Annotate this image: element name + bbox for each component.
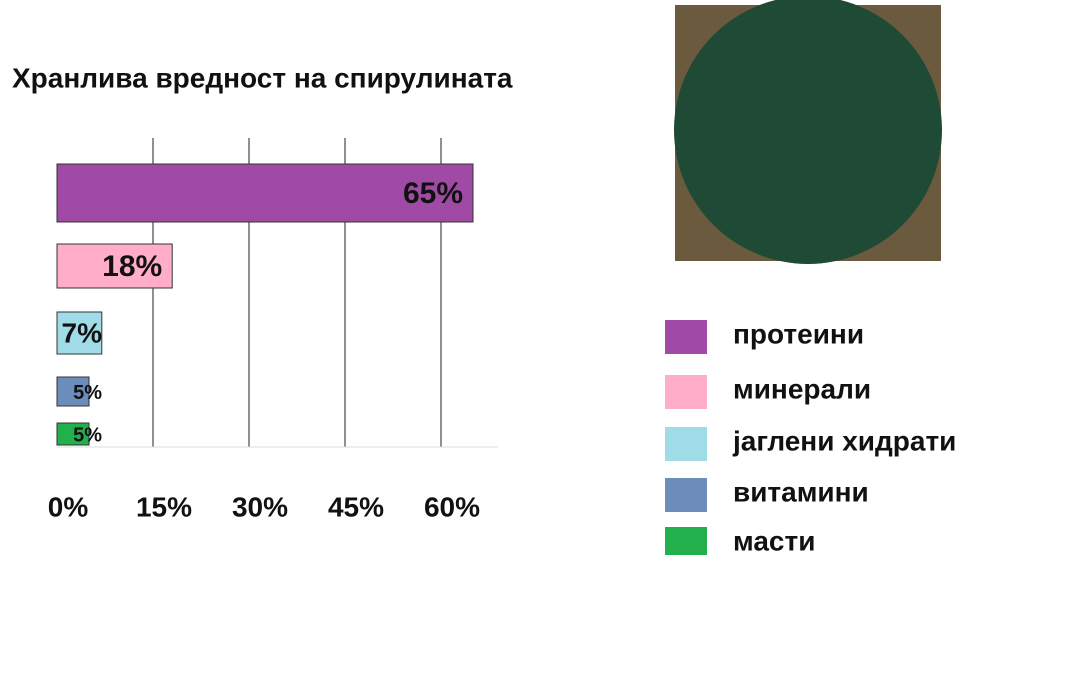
data-label: 7% — [62, 317, 103, 348]
x-tick-label: 30% — [232, 491, 288, 522]
legend-label: минерали — [733, 373, 871, 404]
data-label: 18% — [102, 250, 162, 283]
legend-swatch — [665, 375, 707, 409]
legend-label: масти — [733, 525, 815, 556]
legend-label: јаглени хидрати — [732, 425, 956, 456]
x-tick-label: 60% — [424, 491, 480, 522]
bar — [56, 311, 103, 355]
legend-label: витамини — [733, 476, 869, 507]
data-label: 5% — [73, 424, 102, 446]
x-tick-label: 45% — [328, 491, 384, 522]
bar — [56, 163, 474, 223]
data-label: 65% — [403, 177, 463, 210]
legend-label: протеини — [733, 318, 864, 349]
legend-swatch — [665, 320, 707, 354]
chart-title: Хранлива вредност на спирулината — [12, 62, 513, 93]
legend-swatch — [665, 478, 707, 512]
bar — [56, 243, 173, 289]
legend-swatch — [665, 427, 707, 461]
legend-swatch — [665, 527, 707, 555]
spirulina-powder — [674, 0, 942, 264]
data-label: 5% — [73, 382, 102, 404]
x-tick-label: 0% — [48, 491, 89, 522]
x-tick-label: 15% — [136, 491, 192, 522]
bar — [56, 376, 90, 407]
bar — [56, 422, 90, 446]
